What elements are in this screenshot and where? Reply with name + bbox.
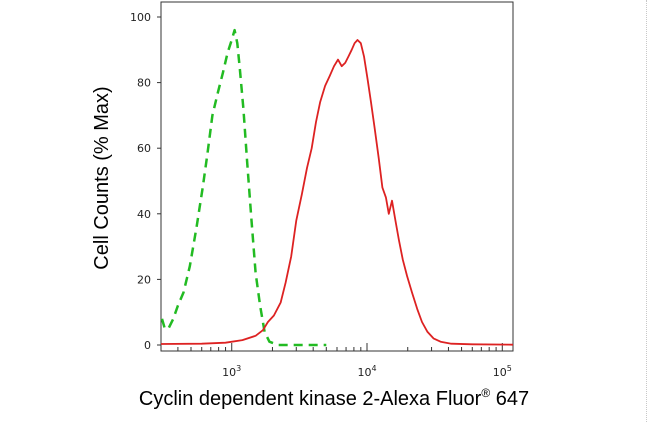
x-axis-label-main: Cyclin dependent kinase 2-Alexa Fluor (139, 388, 482, 410)
x-tick-label: 105 (493, 364, 512, 379)
x-tick-label: 104 (357, 364, 376, 379)
y-tick-label: 100 (130, 11, 151, 24)
y-tick-label: 20 (137, 273, 151, 286)
y-tick-label: 40 (137, 208, 151, 221)
page-edge-divider (646, 0, 647, 422)
x-axis-label-tail: 647 (490, 388, 529, 410)
y-tick-label: 60 (137, 142, 151, 155)
series-group (160, 28, 514, 347)
control-histogram-line (160, 28, 327, 347)
sample-histogram-line (160, 39, 514, 346)
y-tick-label: 80 (137, 77, 151, 90)
plot-frame (160, 1, 514, 352)
y-tick-label: 0 (144, 339, 151, 352)
x-tick-label: 103 (222, 364, 241, 379)
x-axis-label-sup: ® (481, 386, 490, 400)
y-axis: 0 20 40 60 80 100 (130, 11, 161, 352)
x-axis-label: Cyclin dependent kinase 2-Alexa Fluor® 6… (139, 386, 529, 410)
y-axis-label: Cell Counts (% Max) (91, 86, 113, 269)
x-axis: 103 104 105 (160, 343, 512, 379)
